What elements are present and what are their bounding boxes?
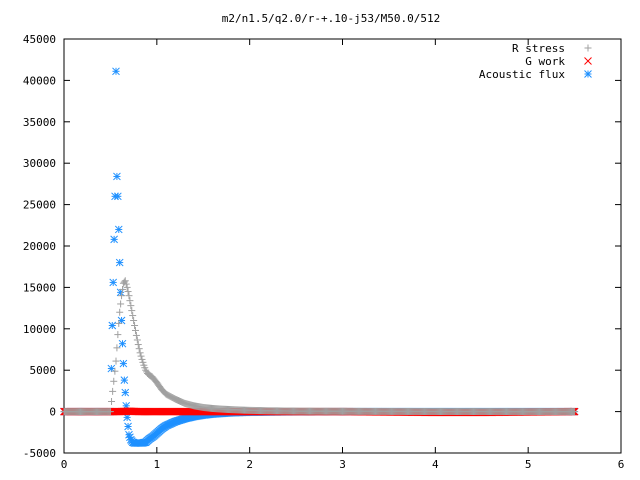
- legend-label: G work: [525, 55, 565, 68]
- data-point: [109, 387, 117, 395]
- data-point: [131, 321, 139, 329]
- data-point: [131, 326, 139, 334]
- data-point: [110, 377, 118, 385]
- data-point: [137, 352, 145, 360]
- legend-label: Acoustic flux: [479, 68, 565, 81]
- data-point: [114, 225, 123, 234]
- y-tick-label: 45000: [23, 33, 56, 46]
- data-point: [123, 283, 131, 291]
- data-point: [121, 277, 129, 285]
- y-tick-label: 40000: [23, 74, 56, 87]
- x-tick-label: 5: [525, 458, 532, 471]
- series-r-stress: [60, 277, 579, 416]
- y-tick-label: 35000: [23, 116, 56, 129]
- data-point: [117, 300, 125, 308]
- y-tick-label: 30000: [23, 157, 56, 170]
- legend-marker: [584, 44, 592, 52]
- x-tick-label: 0: [61, 458, 68, 471]
- x-tick-label: 1: [154, 458, 161, 471]
- data-point: [115, 258, 124, 267]
- data-point: [109, 278, 118, 287]
- data-point: [115, 319, 123, 327]
- x-axis: 0 1 2 3 4 5 6: [61, 39, 625, 471]
- data-point: [111, 367, 119, 375]
- data-point: [125, 292, 133, 300]
- chart-title: m2/n1.5/q2.0/r-+.10-j53/M50.0/512: [222, 12, 441, 25]
- data-point: [135, 345, 143, 353]
- data-point: [139, 358, 147, 366]
- data-point: [571, 408, 579, 416]
- y-tick-label: 20000: [23, 240, 56, 253]
- y-axis: -5000 0 5000 10000 15000 20000 25000 30000 35000…: [23, 33, 621, 460]
- data-point: [113, 172, 121, 181]
- data-point: [118, 292, 126, 300]
- legend-marker: [584, 70, 592, 78]
- data-point: [113, 192, 122, 201]
- data-point: [120, 376, 129, 384]
- data-point: [108, 397, 116, 405]
- x-tick-label: 3: [339, 458, 346, 471]
- y-tick-label: 15000: [23, 281, 56, 294]
- plot-frame: [63, 38, 622, 454]
- data-point: [133, 336, 141, 344]
- data-point: [121, 388, 130, 397]
- series-acoustic-flux: [60, 67, 579, 447]
- data-point: [118, 339, 127, 348]
- data-point: [107, 364, 116, 373]
- legend-label: R stress: [512, 42, 565, 55]
- data-point: [108, 321, 117, 330]
- data-point: [124, 422, 132, 431]
- y-tick-label: -5000: [23, 447, 56, 460]
- data-point: [106, 408, 114, 416]
- data-point: [129, 312, 137, 320]
- data-point: [119, 359, 128, 368]
- y-tick-label: 25000: [23, 199, 56, 212]
- data-point: [122, 280, 130, 288]
- data-point: [124, 288, 132, 296]
- series-layer: [60, 67, 579, 447]
- data-point: [113, 344, 121, 352]
- data-point: [126, 297, 134, 305]
- x-tick-label: 6: [618, 458, 625, 471]
- data-point: [110, 235, 118, 244]
- data-point: [112, 357, 120, 365]
- data-point: [116, 308, 124, 316]
- legend-marker: [584, 57, 592, 65]
- y-tick-label: 5000: [30, 364, 57, 377]
- data-point: [112, 67, 120, 76]
- data-point: [132, 331, 140, 339]
- data-point: [118, 285, 126, 293]
- y-tick-label: 10000: [23, 323, 56, 336]
- data-point: [138, 355, 146, 363]
- x-tick-label: 2: [246, 458, 253, 471]
- data-point: [136, 349, 144, 357]
- data-point: [128, 307, 136, 315]
- data-point: [114, 331, 122, 339]
- data-point: [130, 317, 138, 325]
- y-tick-label: 0: [49, 406, 56, 419]
- x-tick-label: 4: [432, 458, 439, 471]
- data-point: [134, 341, 142, 349]
- data-point: [127, 302, 135, 310]
